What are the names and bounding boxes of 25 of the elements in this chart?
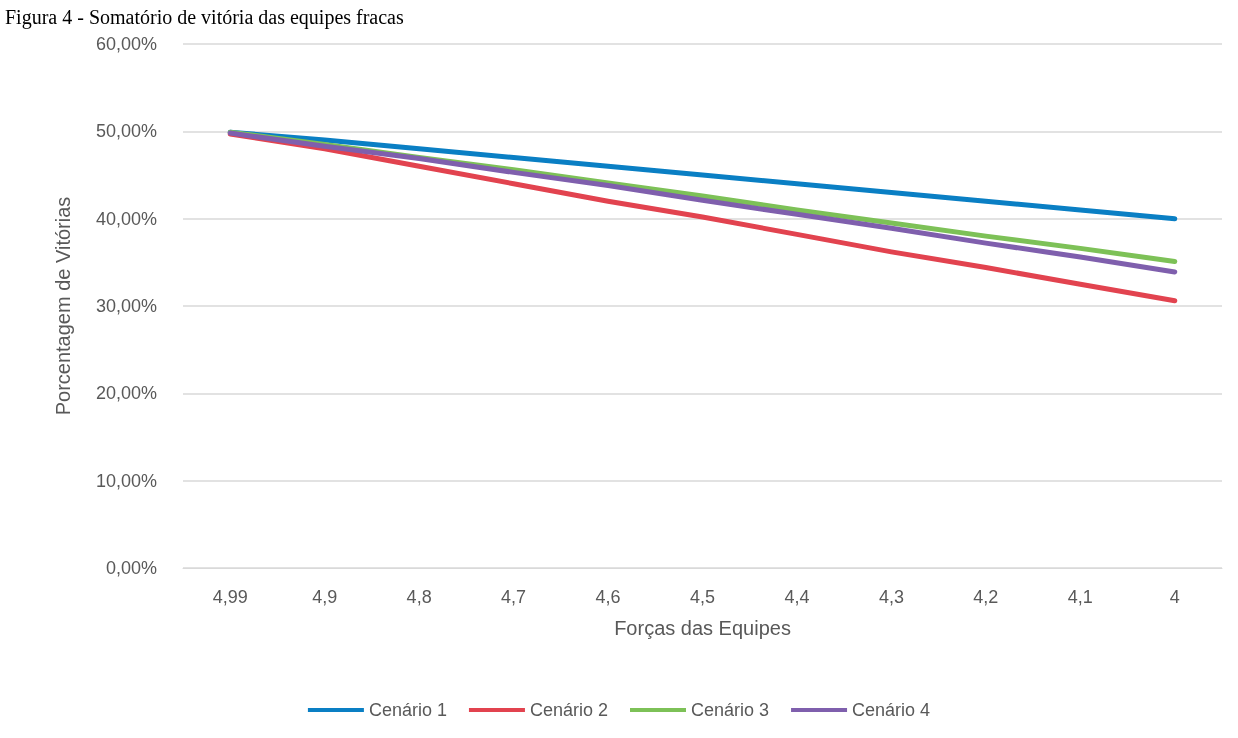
legend-label: Cenário 3 bbox=[691, 700, 770, 720]
y-tick-label: 0,00% bbox=[105, 558, 157, 578]
x-tick-label: 4,2 bbox=[973, 587, 999, 607]
y-tick-label: 40,00% bbox=[95, 208, 157, 229]
x-tick-label: 4,1 bbox=[1067, 587, 1093, 607]
legend-label: Cenário 2 bbox=[529, 700, 608, 720]
x-tick-label: 4,5 bbox=[689, 587, 716, 607]
x-tick-label: 4,9 bbox=[312, 587, 338, 607]
y-tick-label: 60,00% bbox=[95, 34, 157, 54]
x-tick-label: 4,8 bbox=[406, 587, 432, 607]
y-tick-label: 50,00% bbox=[95, 121, 157, 142]
y-axis-title: Porcentagem de Vitórias bbox=[52, 196, 74, 416]
x-tick-label: 4,99 bbox=[212, 587, 248, 607]
x-tick-label: 4,7 bbox=[501, 587, 527, 607]
x-tick-label: 4,6 bbox=[595, 587, 621, 607]
y-tick-label: 10,00% bbox=[95, 470, 157, 491]
legend-label: Cenário 4 bbox=[852, 700, 931, 720]
x-tick-label: 4,4 bbox=[784, 587, 810, 607]
x-axis-title: Forças das Equipes bbox=[614, 617, 791, 639]
y-tick-label: 30,00% bbox=[95, 296, 157, 316]
legend-label: Cenário 1 bbox=[368, 700, 447, 720]
y-tick-label: 20,00% bbox=[95, 383, 157, 404]
chart-title: Figura 4 - Somatório de vitória das equipes fracas bbox=[5, 6, 404, 29]
x-tick-label: 4,3 bbox=[878, 587, 904, 607]
x-tick-label: 4 bbox=[1169, 587, 1180, 607]
